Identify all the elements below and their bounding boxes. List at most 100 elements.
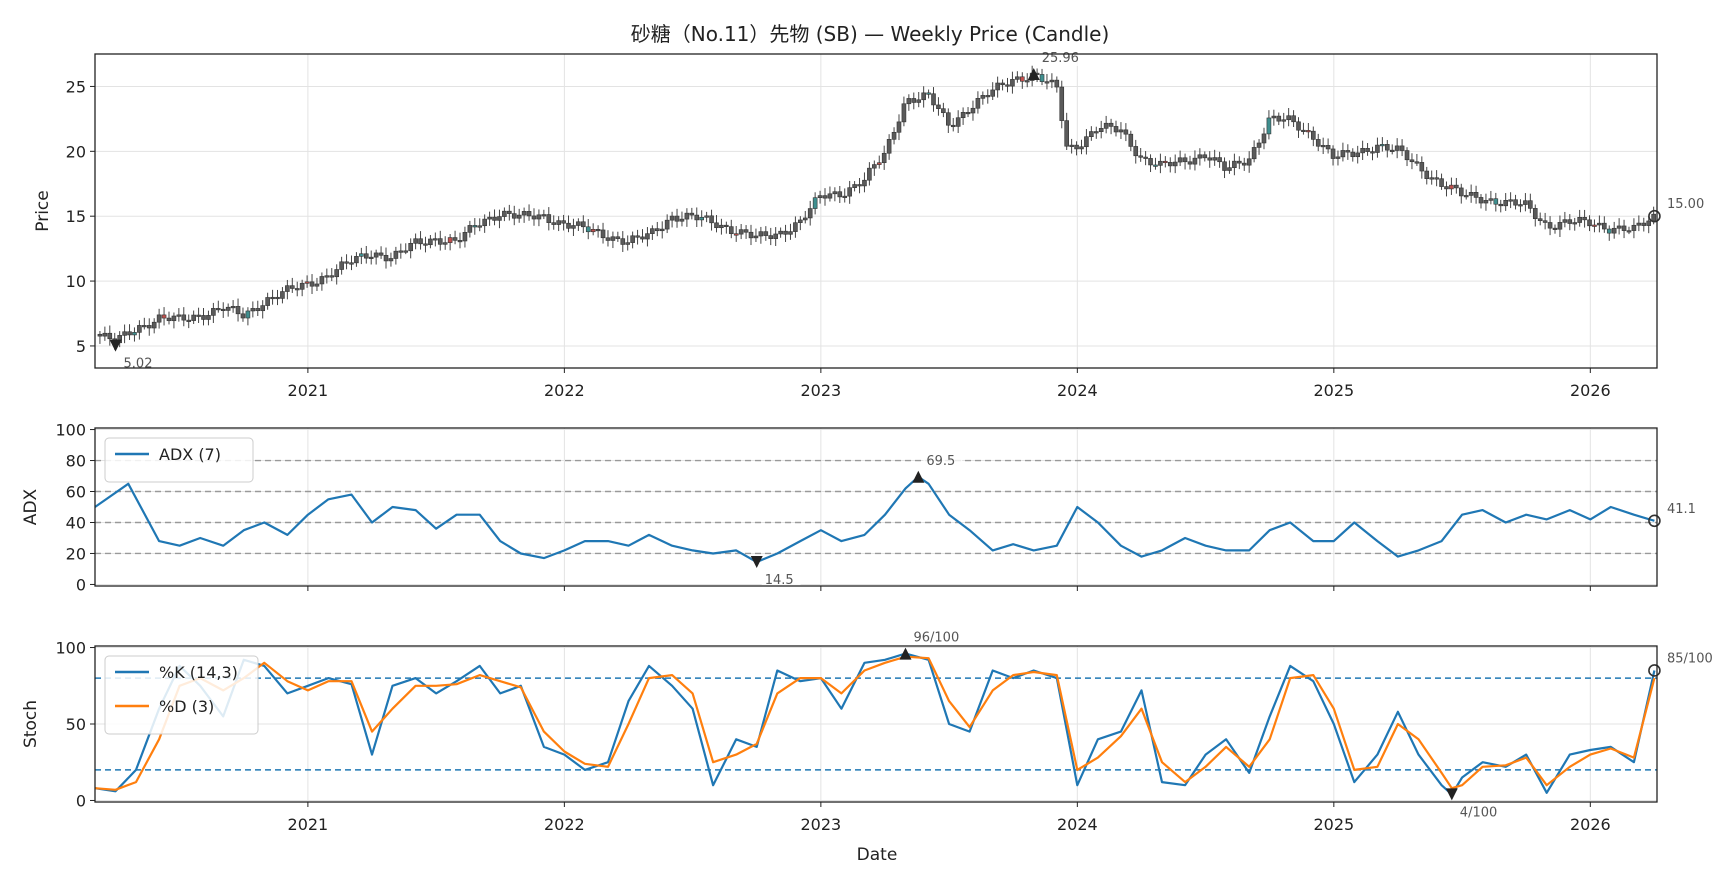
candle [260,300,266,319]
candle [1488,190,1494,205]
candle [1513,194,1518,210]
candle [1414,153,1420,166]
adx-annotation-up: 69.5 [912,451,963,483]
candle [1039,68,1045,86]
candle [408,238,413,259]
candle [1375,137,1380,158]
stoch-xtick-label: 2023 [800,815,841,834]
candle [1237,156,1242,170]
candle [1089,126,1094,141]
candle [650,225,655,240]
candle [1458,183,1464,204]
candle [1271,109,1277,126]
candle [837,185,843,204]
candle [566,215,571,233]
stoch-xtick-label: 2025 [1313,815,1354,834]
price-annotation-down: 5.02 [109,339,160,372]
candle [304,275,310,288]
candle [551,215,557,230]
candle [1143,151,1148,166]
candle [1508,192,1513,209]
stoch-annotation-last: 85/100 [1648,651,1713,677]
adx-marker-up [912,470,925,483]
candle [1207,151,1213,168]
price-xtick-label: 2026 [1570,381,1611,400]
candle [960,107,966,125]
stoch-xtick-label: 2026 [1570,815,1611,834]
candle [181,307,187,327]
candle [1182,153,1188,170]
candle [1646,216,1652,234]
candle [1251,140,1257,163]
candle [211,302,216,323]
stoch-xtick-label: 2024 [1057,815,1098,834]
candle [1261,127,1267,150]
candle [1380,137,1385,152]
price-xtick-label: 2025 [1313,381,1354,400]
candle [793,216,798,238]
candle [433,232,438,247]
candle [738,224,744,240]
price-annotation-label: 5.02 [124,357,153,372]
candle [359,247,364,265]
stoch-annotation-up: 96/100 [899,628,966,660]
candle [1232,153,1237,176]
candle [294,281,300,297]
candle [339,256,344,275]
candle [423,236,428,253]
candle [635,229,640,245]
candle [590,223,596,236]
stoch-marker-last [1648,664,1661,677]
candle [250,301,256,318]
candle [936,97,941,116]
candle [452,230,458,245]
candle [507,204,512,221]
candle [709,209,714,231]
candle [891,127,897,145]
candle [1478,194,1484,209]
candle [970,100,976,121]
candle [1059,80,1065,129]
candle [1330,145,1336,166]
candle [132,327,137,342]
candle [1128,130,1134,152]
candle [1557,215,1563,237]
stoch-series-line-1 [94,655,1656,791]
candle [1103,115,1109,134]
candle [280,287,285,304]
candle [1498,199,1504,213]
candle [931,87,936,112]
candle [743,225,749,239]
candle [1177,150,1183,167]
stoch-annotation-down: 4/100 [1445,788,1504,821]
candle [265,292,270,310]
candle [733,226,739,242]
candle [541,209,547,220]
candle [1572,217,1578,231]
candle [1350,148,1356,162]
price-ytick-label: 15 [66,207,86,226]
candle [1582,209,1587,228]
price-y-axis-label: Price [33,190,53,231]
candle [1355,145,1361,164]
candle [847,180,852,204]
candle [1286,108,1291,127]
candle [156,308,162,329]
candle [1370,146,1375,161]
candle [802,210,808,224]
adx-series-line-0 [94,475,1655,564]
candle [309,274,315,294]
candle [442,236,448,250]
candle [773,227,778,246]
candle [1311,126,1316,147]
candle [378,246,384,259]
adx-axes-frame [94,427,1658,587]
candle [146,318,152,336]
candle [428,235,433,249]
candle [206,310,211,326]
candle [467,220,473,238]
candle [571,218,576,237]
candle [1592,219,1597,233]
candle [1449,177,1454,195]
candle [1153,157,1158,170]
